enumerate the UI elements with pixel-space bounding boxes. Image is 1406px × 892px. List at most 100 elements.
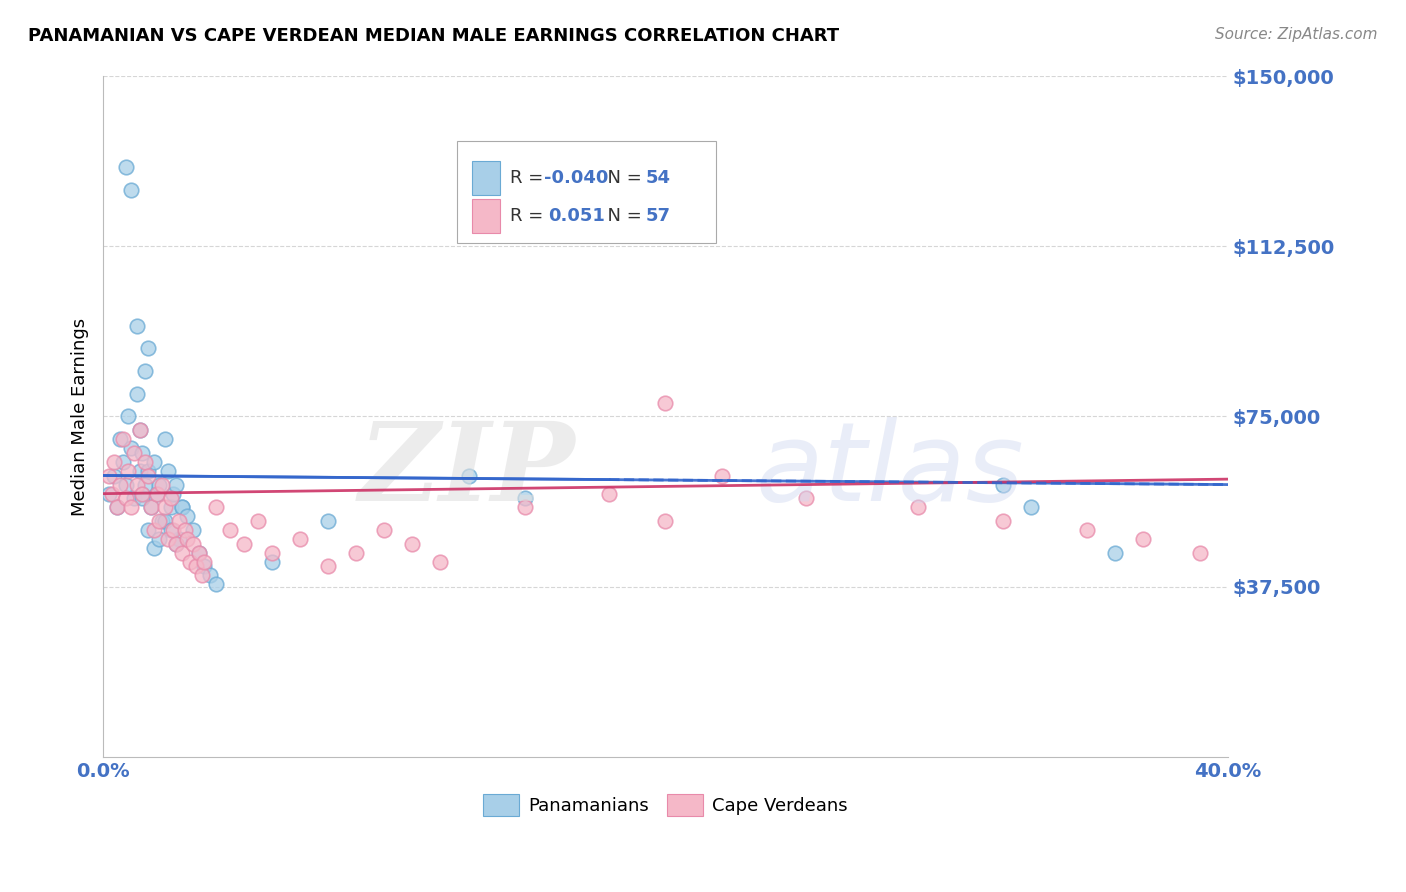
- Point: [125, 386, 148, 401]
- Y-axis label: Median Male Earnings: Median Male Earnings: [72, 318, 89, 516]
- Point: [170, 500, 193, 515]
- Point: [150, 477, 173, 491]
- Point: [100, 486, 122, 500]
- Point: [114, 491, 136, 506]
- Point: [103, 468, 125, 483]
- Point: [513, 491, 536, 506]
- Point: [134, 477, 156, 491]
- Point: [131, 491, 153, 506]
- Point: [176, 532, 198, 546]
- Point: [165, 477, 187, 491]
- Point: [111, 432, 134, 446]
- Point: [136, 342, 159, 356]
- Point: [153, 500, 176, 515]
- Point: [162, 486, 184, 500]
- Point: [1188, 546, 1211, 560]
- Point: [1076, 523, 1098, 537]
- Point: [128, 464, 150, 478]
- Point: [156, 464, 179, 478]
- Point: [181, 536, 204, 550]
- Point: [108, 432, 131, 446]
- Point: [1104, 546, 1126, 560]
- Point: [187, 546, 209, 560]
- Text: N =: N =: [596, 207, 647, 225]
- Point: [153, 432, 176, 446]
- Point: [117, 464, 139, 478]
- Point: [105, 500, 128, 515]
- Point: [232, 536, 254, 550]
- Point: [114, 160, 136, 174]
- Point: [316, 559, 339, 574]
- Point: [190, 568, 212, 582]
- Point: [170, 546, 193, 560]
- Point: [991, 514, 1014, 528]
- Text: Source: ZipAtlas.com: Source: ZipAtlas.com: [1215, 27, 1378, 42]
- Point: [187, 546, 209, 560]
- Point: [122, 491, 145, 506]
- Point: [193, 559, 215, 574]
- Point: [260, 555, 283, 569]
- Point: [167, 532, 190, 546]
- Point: [654, 396, 676, 410]
- Point: [131, 486, 153, 500]
- Point: [97, 468, 120, 483]
- Text: 57: 57: [645, 207, 671, 225]
- Text: R =: R =: [510, 207, 555, 225]
- Point: [111, 455, 134, 469]
- Point: [145, 486, 167, 500]
- Point: [142, 523, 165, 537]
- Point: [117, 409, 139, 424]
- Point: [991, 477, 1014, 491]
- Point: [204, 577, 226, 591]
- Point: [134, 455, 156, 469]
- Point: [120, 442, 142, 456]
- Point: [108, 477, 131, 491]
- Text: R =: R =: [510, 169, 550, 187]
- Point: [373, 523, 395, 537]
- Point: [246, 514, 269, 528]
- Point: [598, 486, 620, 500]
- Point: [218, 523, 240, 537]
- Point: [193, 555, 215, 569]
- Point: [142, 455, 165, 469]
- Point: [136, 464, 159, 478]
- Point: [131, 446, 153, 460]
- Point: [173, 523, 195, 537]
- Point: [120, 182, 142, 196]
- Point: [165, 536, 187, 550]
- Point: [181, 523, 204, 537]
- Point: [128, 423, 150, 437]
- Bar: [472, 199, 501, 233]
- Point: [288, 532, 311, 546]
- Bar: [472, 161, 501, 195]
- Point: [148, 477, 170, 491]
- Point: [179, 555, 201, 569]
- Point: [170, 500, 193, 515]
- Point: [148, 532, 170, 546]
- Text: atlas: atlas: [755, 417, 1024, 524]
- Point: [145, 486, 167, 500]
- Point: [128, 423, 150, 437]
- Point: [134, 364, 156, 378]
- Point: [156, 532, 179, 546]
- Text: -0.040: -0.040: [544, 169, 609, 187]
- Point: [159, 491, 181, 506]
- Point: [316, 514, 339, 528]
- Point: [139, 500, 162, 515]
- Text: 54: 54: [645, 169, 671, 187]
- Point: [513, 500, 536, 515]
- Point: [136, 468, 159, 483]
- FancyBboxPatch shape: [457, 141, 716, 243]
- Point: [198, 568, 221, 582]
- Point: [142, 541, 165, 556]
- Point: [148, 514, 170, 528]
- Point: [1019, 500, 1042, 515]
- Point: [162, 523, 184, 537]
- Point: [114, 477, 136, 491]
- Point: [457, 468, 479, 483]
- Point: [131, 486, 153, 500]
- Point: [260, 546, 283, 560]
- Point: [159, 500, 181, 515]
- Point: [184, 559, 207, 574]
- Text: 0.051: 0.051: [548, 207, 606, 225]
